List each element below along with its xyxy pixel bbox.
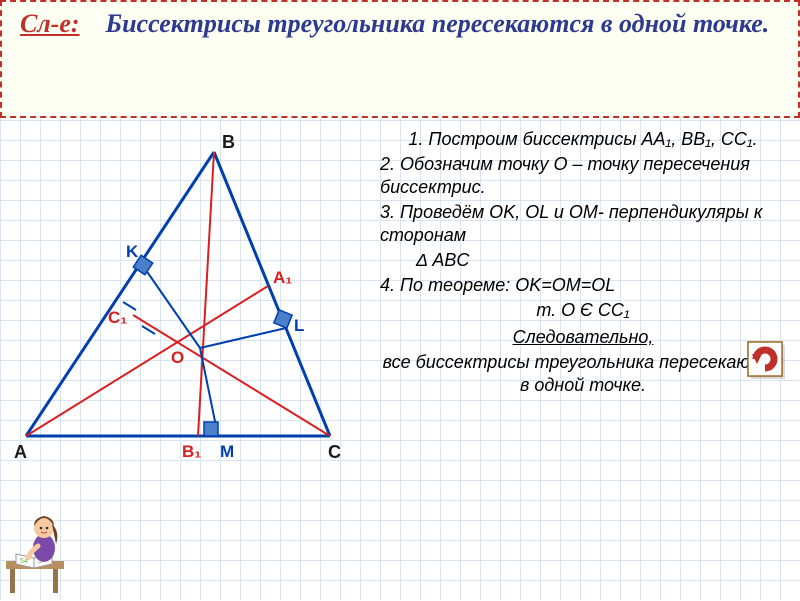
label-M: M bbox=[220, 442, 234, 462]
student-illustration: 54 3 bbox=[4, 506, 74, 596]
header-line2: треугольника пересекаются в одной точке. bbox=[267, 9, 769, 38]
label-B: B bbox=[222, 132, 235, 153]
step-1: 1. Построим биссектрисы AA₁, BB₁, CC₁. bbox=[380, 128, 786, 151]
right-angle-L bbox=[274, 310, 292, 328]
label-O: O bbox=[171, 348, 184, 368]
label-A1: A₁ bbox=[273, 268, 292, 288]
header-prefix: Сл-е: bbox=[20, 9, 80, 38]
header-line1: Биссектрисы bbox=[106, 9, 261, 38]
label-A: A bbox=[14, 442, 27, 463]
diagram-svg bbox=[8, 130, 368, 470]
conclusion-text: все биссектрисы треугольника пересекаютс… bbox=[380, 351, 786, 397]
step-2: 2. Обозначим точку O – точку пересечения… bbox=[380, 153, 786, 199]
step-4: 4. По теореме: OK=OM=OL bbox=[380, 274, 786, 297]
theorem-header: Сл-е: Биссектрисы треугольника пересекаю… bbox=[0, 0, 800, 118]
label-C: C bbox=[328, 442, 341, 463]
conclusion-label: Следовательно, bbox=[380, 326, 786, 349]
steps-text: 1. Построим биссектрисы AA₁, BB₁, CC₁. 2… bbox=[380, 128, 786, 399]
label-B1: B₁ bbox=[182, 442, 201, 462]
right-angle-M bbox=[204, 422, 218, 436]
triangle-diagram: A B C O A₁ B₁ C₁ K L M bbox=[8, 130, 368, 470]
step-3b: Δ ABC bbox=[380, 249, 786, 272]
return-arrow-button[interactable] bbox=[746, 340, 786, 380]
step-4b: т. O Є CC₁ bbox=[380, 299, 786, 322]
header-title: Сл-е: Биссектрисы треугольника пересекаю… bbox=[20, 8, 780, 41]
label-K: K bbox=[126, 242, 138, 262]
label-C1: C₁ bbox=[108, 308, 127, 328]
label-L: L bbox=[294, 316, 304, 336]
step-3: 3. Проведём OK, OL и OM- перпендикуляры … bbox=[380, 201, 786, 247]
